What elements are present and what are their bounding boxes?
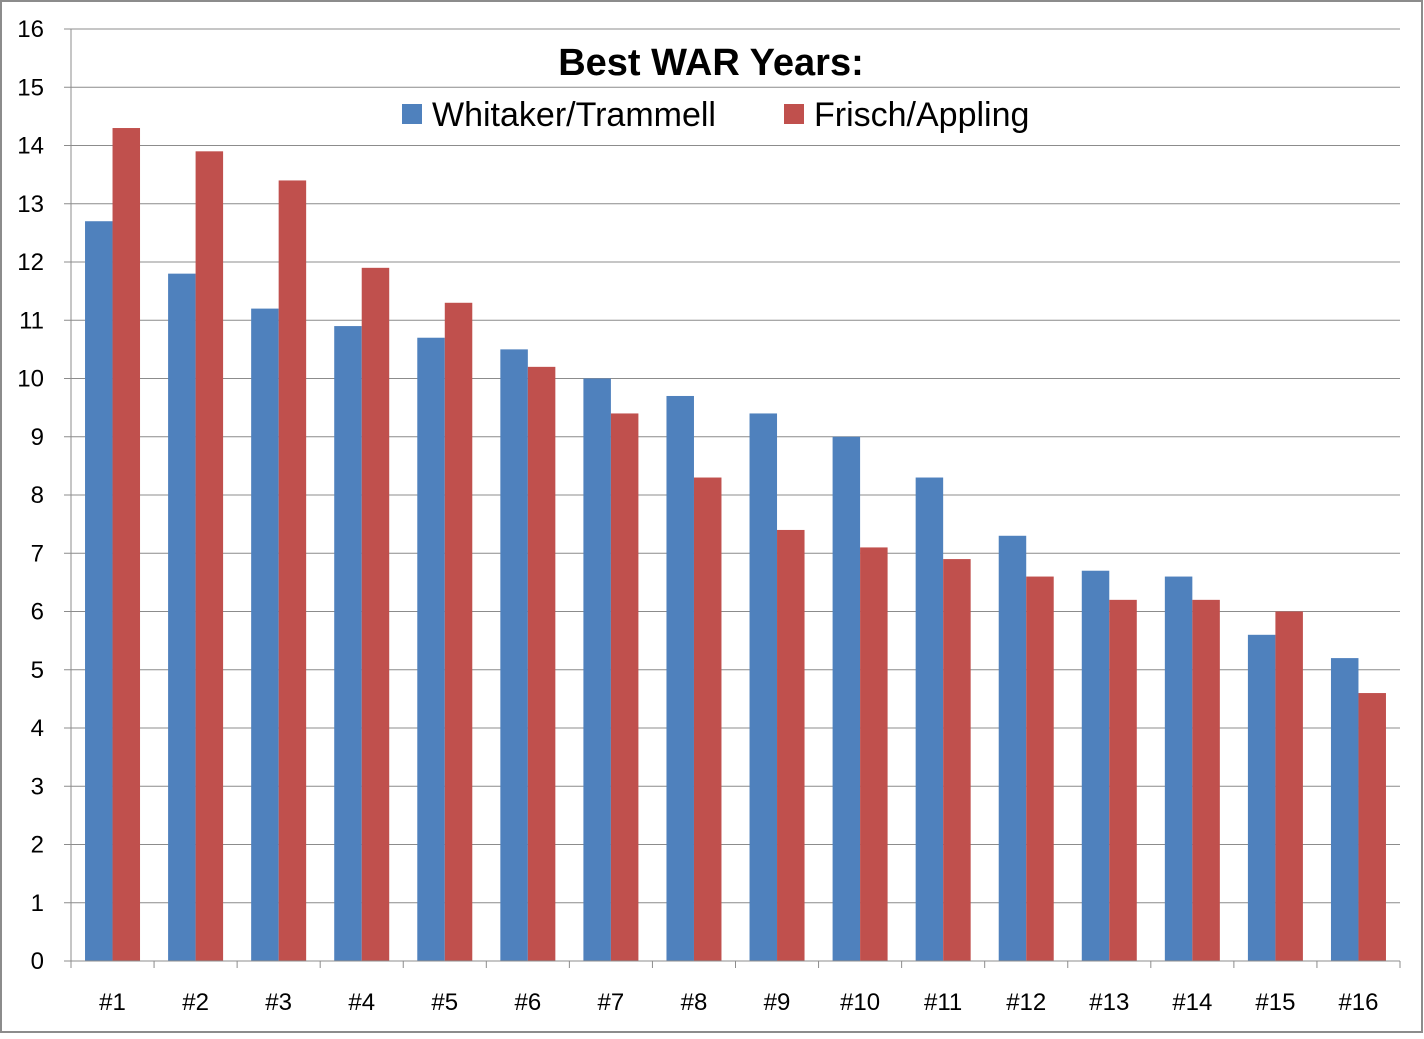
y-tick-label: 14 [17,133,44,160]
bars [85,128,1386,962]
bar-series-1 [832,436,861,961]
bar-series-2 [693,477,722,961]
bar-series-1 [1247,634,1276,961]
x-tick-label: #3 [265,989,292,1016]
bar-series-1 [251,308,279,962]
bar-series-1 [334,326,362,961]
x-tick-label: #13 [1089,989,1129,1016]
y-tick-label: 8 [31,482,44,509]
bar-series-2 [1026,576,1054,961]
bar-series-1 [85,221,113,962]
y-tick-label: 0 [31,948,44,975]
bar-series-2 [1275,611,1303,961]
x-tick-label: #5 [431,989,458,1016]
bar-series-2 [278,180,307,961]
y-tick-label: 3 [31,773,44,800]
bar-series-2 [1109,599,1137,961]
legend-label: Whitaker/Trammell [432,96,716,134]
bar-series-2 [444,302,473,961]
bar-series-2 [361,267,390,961]
bar-series-1 [583,378,611,961]
bar-series-1 [998,535,1027,961]
x-tick-label: #10 [840,989,880,1016]
bar-series-2 [1192,599,1220,961]
y-tick-label: 13 [17,191,44,218]
y-tick-label: 2 [31,832,44,859]
x-tick-label: #16 [1338,989,1378,1016]
bar-series-2 [860,547,888,961]
bar-series-1 [915,477,944,961]
y-tick-label: 11 [19,307,44,334]
y-tick-label: 15 [17,74,44,101]
bar-series-1 [666,395,694,962]
bar-series-1 [1164,576,1193,961]
x-tick-label: #14 [1172,989,1212,1016]
bar-series-2 [195,151,224,961]
y-tick-label: 4 [31,715,44,742]
y-tick-label: 9 [31,424,44,451]
bar-series-1 [1081,570,1110,961]
x-tick-label: #11 [924,989,962,1016]
x-tick-label: #4 [348,989,375,1016]
y-tick-label: 6 [31,599,44,626]
bar-series-2 [777,529,805,961]
y-tick-label: 7 [31,540,44,567]
y-tick-label: 5 [31,657,44,684]
x-tick-label: #2 [182,989,209,1016]
y-tick-label: 12 [17,249,44,276]
bar-series-2 [527,366,556,962]
bar-series-2 [943,559,971,961]
legend-swatch [402,104,422,124]
y-tick-label: 1 [31,890,44,917]
bar-series-2 [1358,693,1386,961]
x-tick-label: #6 [514,989,541,1016]
x-tick-label: #12 [1006,989,1046,1016]
bar-series-1 [749,413,778,961]
x-tick-label: #7 [598,989,625,1016]
y-tick-label: 16 [17,16,44,43]
bar-series-1 [168,273,196,961]
x-tick-label: #8 [681,989,708,1016]
y-tick-label: 10 [17,366,44,393]
bar-series-1 [500,349,528,961]
legend-label: Frisch/Appling [814,96,1029,134]
bar-series-1 [1330,658,1359,961]
x-tick-label: #1 [99,989,126,1016]
bar-series-1 [417,337,445,962]
bar-series-2 [112,128,141,961]
bar-series-2 [610,413,639,961]
chart-title: Best WAR Years: [558,42,864,84]
legend: Whitaker/Trammell Frisch/Appling [402,96,1029,134]
legend-swatch [784,104,804,124]
x-tick-label: #15 [1255,989,1295,1016]
x-tick-label: #9 [764,989,791,1016]
